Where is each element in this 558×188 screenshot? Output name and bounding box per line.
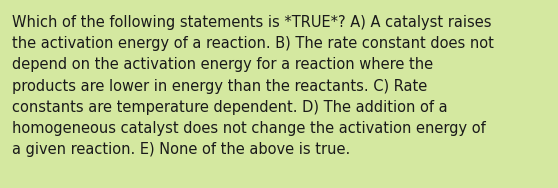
Text: Which of the following statements is *TRUE*? A) A catalyst raises
the activation: Which of the following statements is *TR…	[12, 15, 494, 157]
